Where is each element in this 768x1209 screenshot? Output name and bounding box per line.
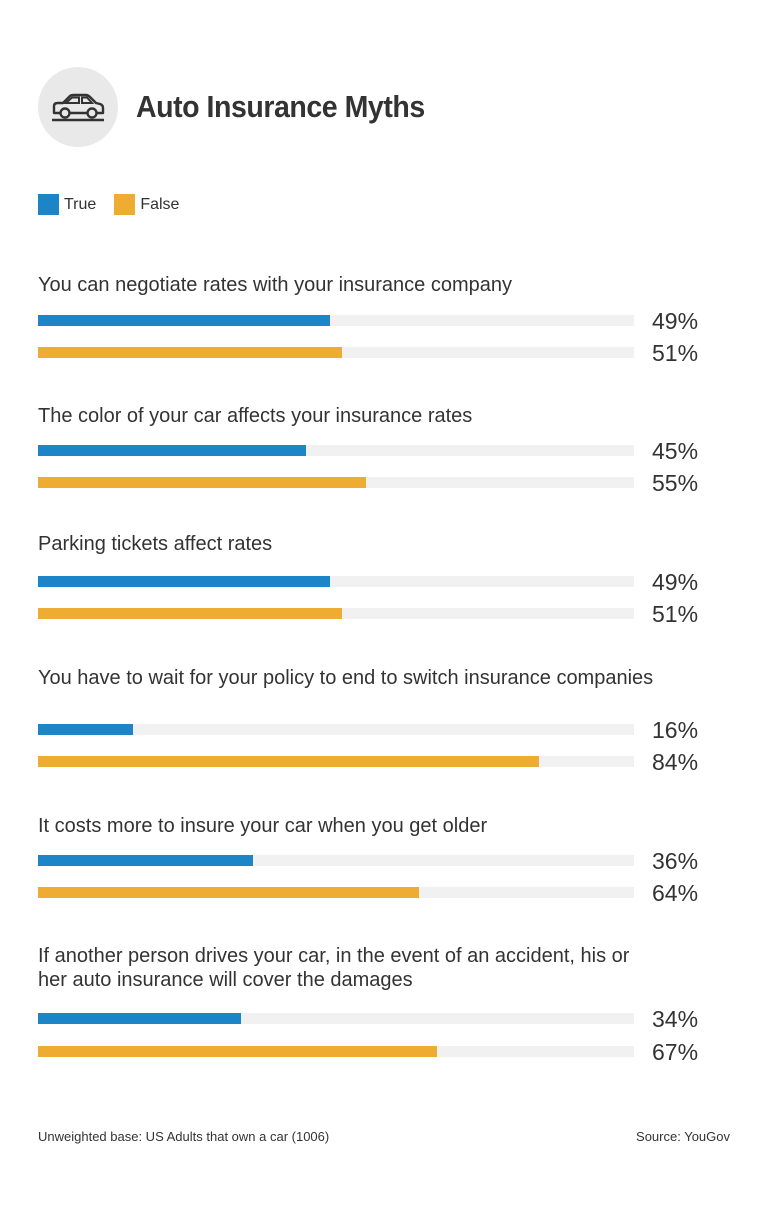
legend-item-false: False — [114, 194, 179, 215]
bar-false — [38, 477, 366, 488]
bar-track — [38, 477, 634, 488]
question-label: If another person drives your car, in th… — [38, 945, 630, 991]
question-label: Parking tickets affect rates — [38, 533, 273, 555]
bar-row-false: 51% — [38, 337, 718, 369]
chart-title: Auto Insurance Myths — [136, 89, 425, 124]
value-label-true: 45% — [652, 438, 699, 464]
legend-swatch-false — [114, 194, 136, 215]
bar-true — [38, 1013, 241, 1024]
value-label-false: 67% — [652, 1039, 699, 1065]
question-label: The color of your car affects your insur… — [38, 405, 473, 427]
bar-track — [38, 1013, 634, 1024]
bar-row-true: 45% — [38, 435, 718, 467]
bar-track — [38, 855, 634, 866]
bar-false — [38, 608, 342, 619]
bar-true — [38, 576, 331, 587]
bar-row-false: 51% — [38, 598, 718, 630]
value-label-true: 16% — [652, 717, 699, 743]
value-label-false: 51% — [652, 601, 699, 627]
bar-track — [38, 445, 634, 456]
bar-row-false: 64% — [38, 877, 718, 909]
value-label-true: 34% — [652, 1006, 699, 1032]
legend-swatch-true — [38, 194, 59, 215]
bar-false — [38, 347, 342, 358]
icon-badge — [38, 67, 118, 147]
value-label-false: 51% — [652, 340, 699, 366]
bar-true — [38, 315, 331, 326]
bar-row-false: 84% — [38, 746, 718, 778]
bar-row-true: 36% — [38, 845, 718, 877]
bar-true — [38, 724, 134, 735]
bar-track — [38, 887, 634, 898]
value-label-false: 55% — [652, 470, 699, 496]
chart-header: Auto Insurance Myths — [38, 67, 450, 147]
bar-track — [38, 724, 634, 735]
bar-track — [38, 315, 634, 326]
bar-track — [38, 347, 634, 358]
legend-label-true: True — [64, 195, 97, 213]
question-label: You have to wait for your policy to end … — [38, 667, 654, 689]
legend-item-true: True — [38, 194, 96, 215]
bar-track — [38, 756, 634, 767]
bar-true — [38, 445, 307, 456]
bar-row-true: 49% — [38, 566, 718, 598]
bar-row-false: 55% — [38, 467, 718, 499]
bar-row-true: 16% — [38, 714, 718, 746]
value-label-false: 64% — [652, 880, 699, 906]
bar-row-false: 67% — [38, 1036, 718, 1068]
value-label-true: 49% — [652, 308, 699, 334]
value-label-true: 49% — [652, 569, 699, 595]
legend-label-false: False — [140, 195, 180, 213]
question-label: It costs more to insure your car when yo… — [38, 815, 488, 837]
car-icon — [52, 93, 105, 122]
question-label: You can negotiate rates with your insura… — [38, 274, 512, 296]
bar-track — [38, 608, 634, 619]
bar-row-true: 34% — [38, 1003, 718, 1035]
bar-track — [38, 576, 634, 587]
value-label-false: 84% — [652, 749, 699, 775]
bar-false — [38, 756, 539, 767]
bar-row-true: 49% — [38, 305, 718, 337]
bar-track — [38, 1046, 634, 1057]
footnote-base: Unweighted base: US Adults that own a ca… — [38, 1129, 330, 1144]
bar-true — [38, 855, 253, 866]
value-label-true: 36% — [652, 848, 699, 874]
bar-false — [38, 887, 420, 898]
legend: True False — [38, 194, 197, 215]
bar-false — [38, 1046, 438, 1057]
footnote-source: Source: YouGov — [636, 1129, 730, 1144]
